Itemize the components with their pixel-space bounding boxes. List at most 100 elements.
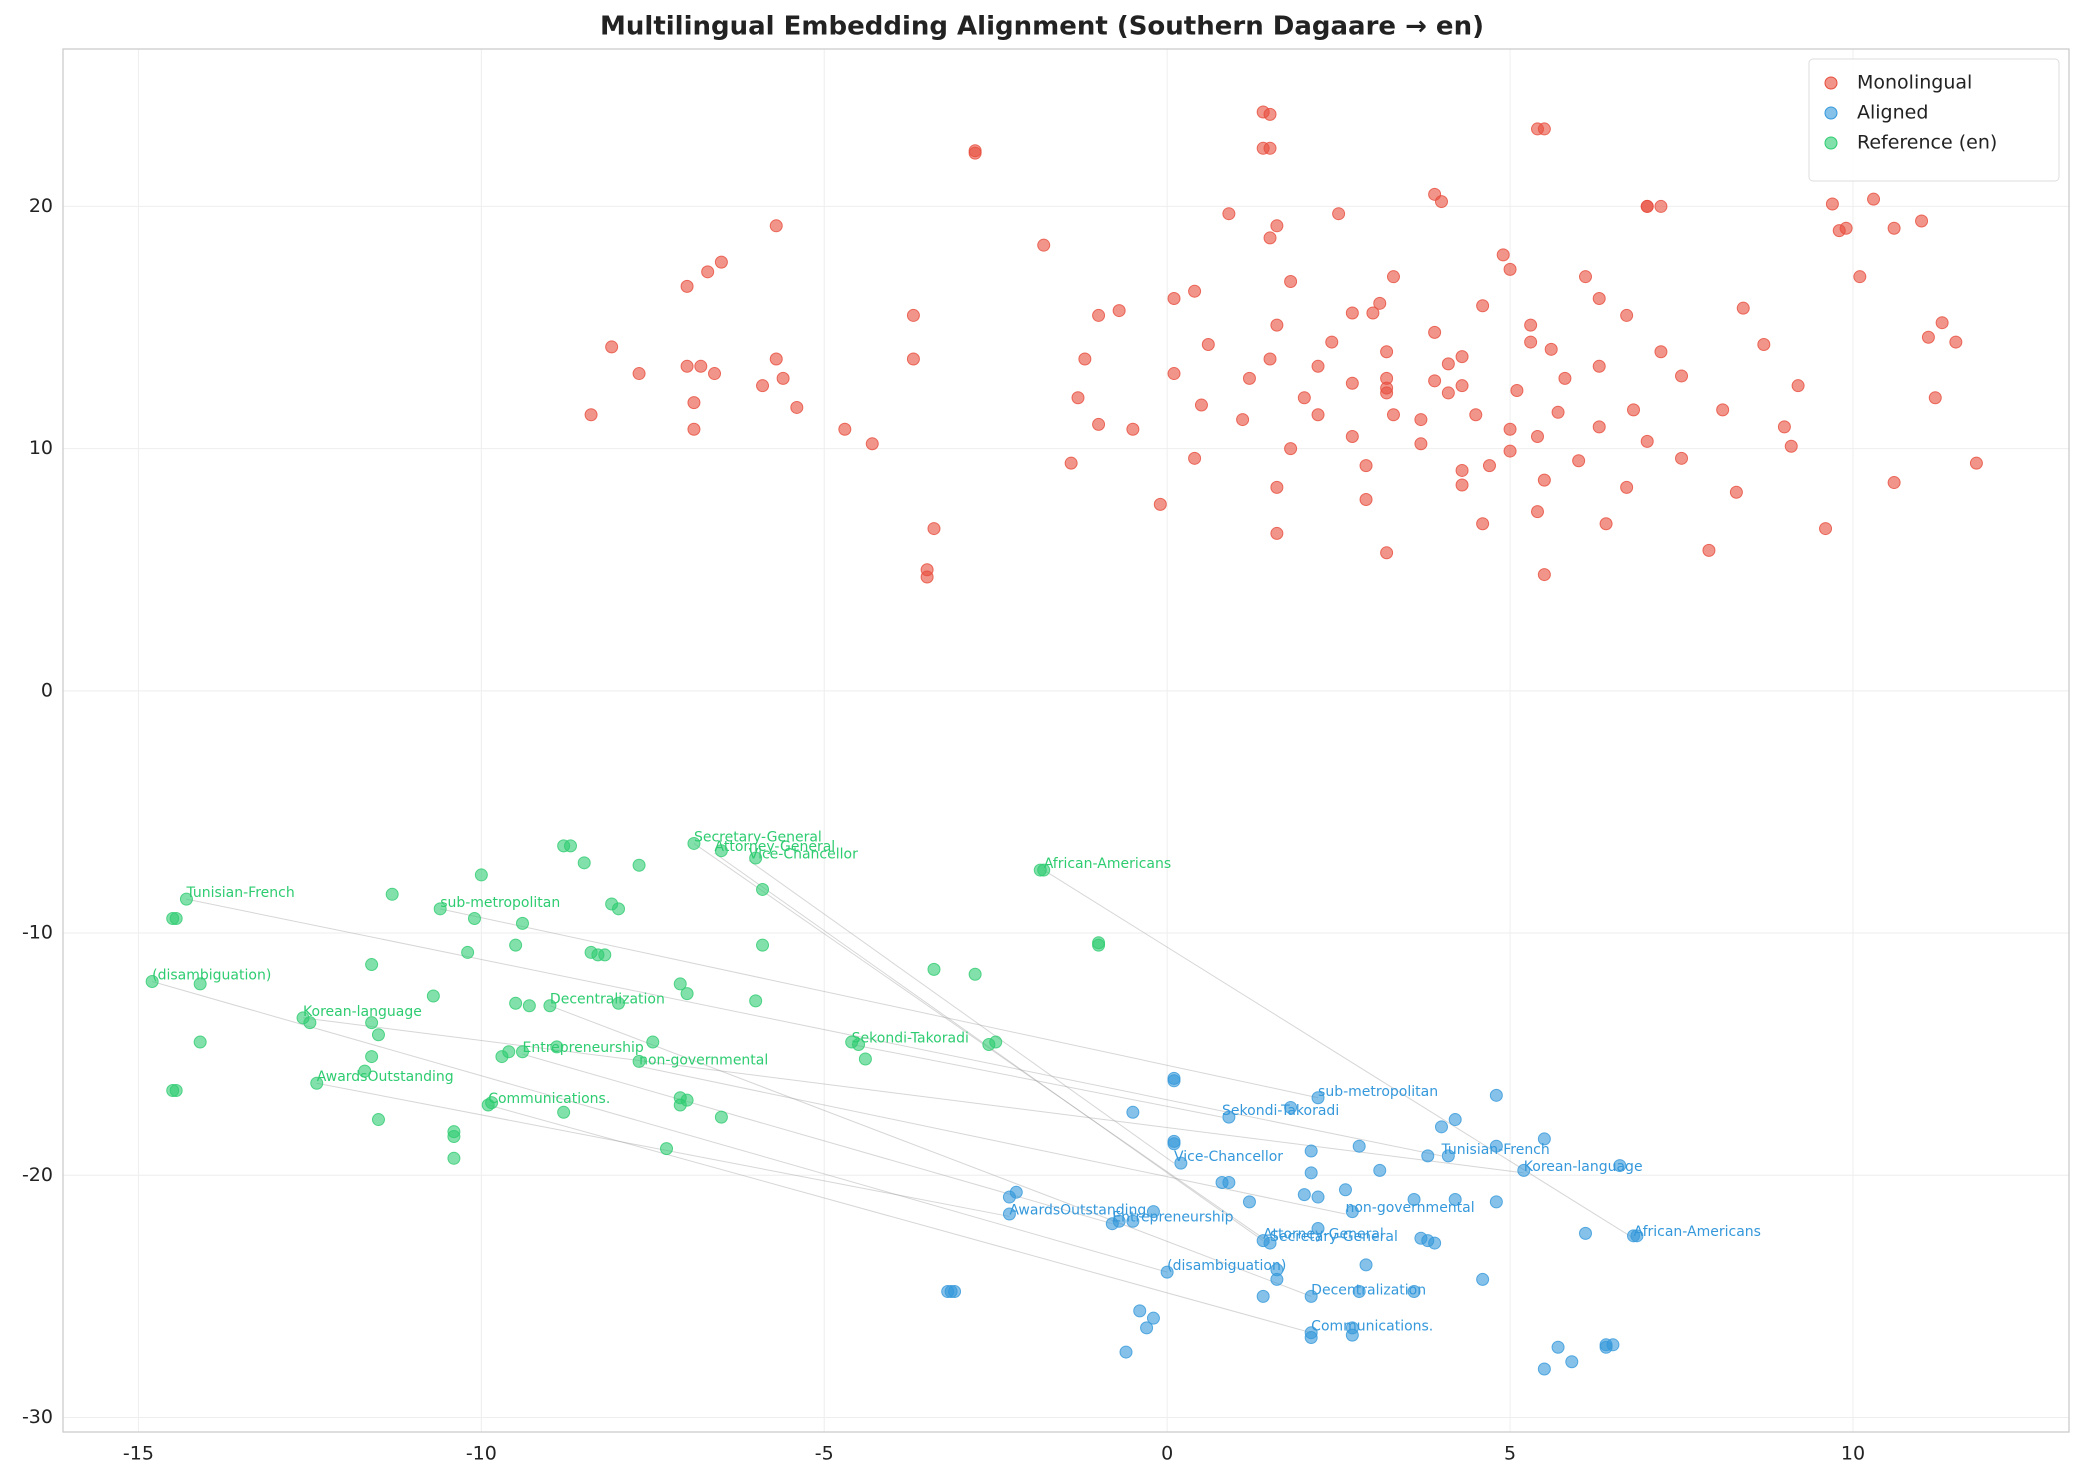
point [522, 999, 536, 1013]
point [1736, 301, 1750, 315]
point [1140, 1321, 1154, 1335]
point [1627, 403, 1641, 417]
point [1441, 386, 1455, 400]
point [1441, 1149, 1455, 1163]
point [564, 839, 578, 853]
point [179, 892, 193, 906]
point [1270, 219, 1284, 233]
point [605, 340, 619, 354]
point [1630, 1229, 1644, 1243]
point [687, 396, 701, 410]
point [1092, 417, 1106, 431]
x-tick-label: 10 [1841, 1443, 1865, 1465]
point [1112, 304, 1126, 318]
point [1270, 1263, 1284, 1277]
point [1174, 1156, 1188, 1170]
point [1434, 195, 1448, 209]
point [1448, 1113, 1462, 1127]
legend-marker [1824, 136, 1838, 150]
point [1263, 1236, 1277, 1250]
point [577, 856, 591, 870]
point [1599, 517, 1613, 531]
point [1352, 1139, 1366, 1153]
alignment-link [152, 981, 1168, 1273]
point [852, 1037, 866, 1051]
point [1380, 345, 1394, 359]
point [145, 974, 159, 988]
reference-label: Vice-Chancellor [749, 846, 858, 862]
point [1455, 478, 1469, 492]
point [1359, 493, 1373, 507]
legend-label: Reference (en) [1857, 132, 1997, 154]
point [1510, 384, 1524, 398]
point [1777, 420, 1791, 434]
point [776, 371, 790, 385]
point [1620, 308, 1634, 322]
point [1133, 1304, 1147, 1318]
point [515, 916, 529, 930]
aligned-label: non-governmental [1345, 1200, 1474, 1216]
point [1270, 318, 1284, 332]
y-tick-label: 0 [41, 679, 53, 701]
legend-label: Monolingual [1857, 72, 1972, 94]
point [660, 1142, 674, 1156]
point [1304, 1331, 1318, 1345]
point [467, 912, 481, 926]
point [1311, 359, 1325, 373]
point [708, 367, 722, 381]
point [358, 1064, 372, 1078]
point [1126, 1105, 1140, 1119]
point [1078, 352, 1092, 366]
reference-label: sub-metropolitan [440, 895, 560, 911]
point [1428, 374, 1442, 388]
reference-label: African-Americans [1044, 856, 1171, 872]
point [1675, 369, 1689, 383]
alignment-link [549, 1005, 1312, 1297]
point [632, 858, 646, 872]
point [1640, 434, 1654, 448]
point [838, 422, 852, 436]
point [1345, 306, 1359, 320]
y-tick-label: -10 [22, 922, 53, 944]
point [584, 408, 598, 422]
aligned-label: Attorney-General [1263, 1227, 1384, 1243]
point [1359, 1258, 1373, 1272]
point [1311, 1222, 1325, 1236]
point [1757, 337, 1771, 351]
point [1311, 408, 1325, 422]
point [1112, 1214, 1126, 1228]
point [310, 1076, 324, 1090]
aligned-label: Sekondi-Takoradi [1222, 1103, 1339, 1119]
point [701, 265, 715, 279]
chart-title: Multilingual Embedding Alignment (Southe… [600, 12, 1484, 42]
point [1551, 1340, 1565, 1354]
point [769, 219, 783, 233]
point [1572, 454, 1586, 468]
point [385, 887, 399, 901]
point [1064, 456, 1078, 470]
point [1345, 376, 1359, 390]
point [1242, 371, 1256, 385]
point [1654, 199, 1668, 213]
point [1592, 420, 1606, 434]
alignment-link [302, 1017, 1524, 1174]
point [371, 1113, 385, 1127]
point [1304, 1166, 1318, 1180]
point [632, 1054, 646, 1068]
point [1455, 463, 1469, 477]
point [694, 359, 708, 373]
aligned-label: Korean-language [1524, 1159, 1643, 1175]
point [632, 367, 646, 381]
alignment-link [638, 1065, 1346, 1215]
point [502, 1045, 516, 1059]
point [1592, 359, 1606, 373]
point [169, 912, 183, 926]
point [1949, 335, 1963, 349]
point [1537, 122, 1551, 136]
point [1791, 379, 1805, 393]
point [1969, 456, 1983, 470]
reference-label: non-governmental [639, 1052, 768, 1068]
point [1380, 386, 1394, 400]
point [447, 1151, 461, 1165]
point [1455, 350, 1469, 364]
